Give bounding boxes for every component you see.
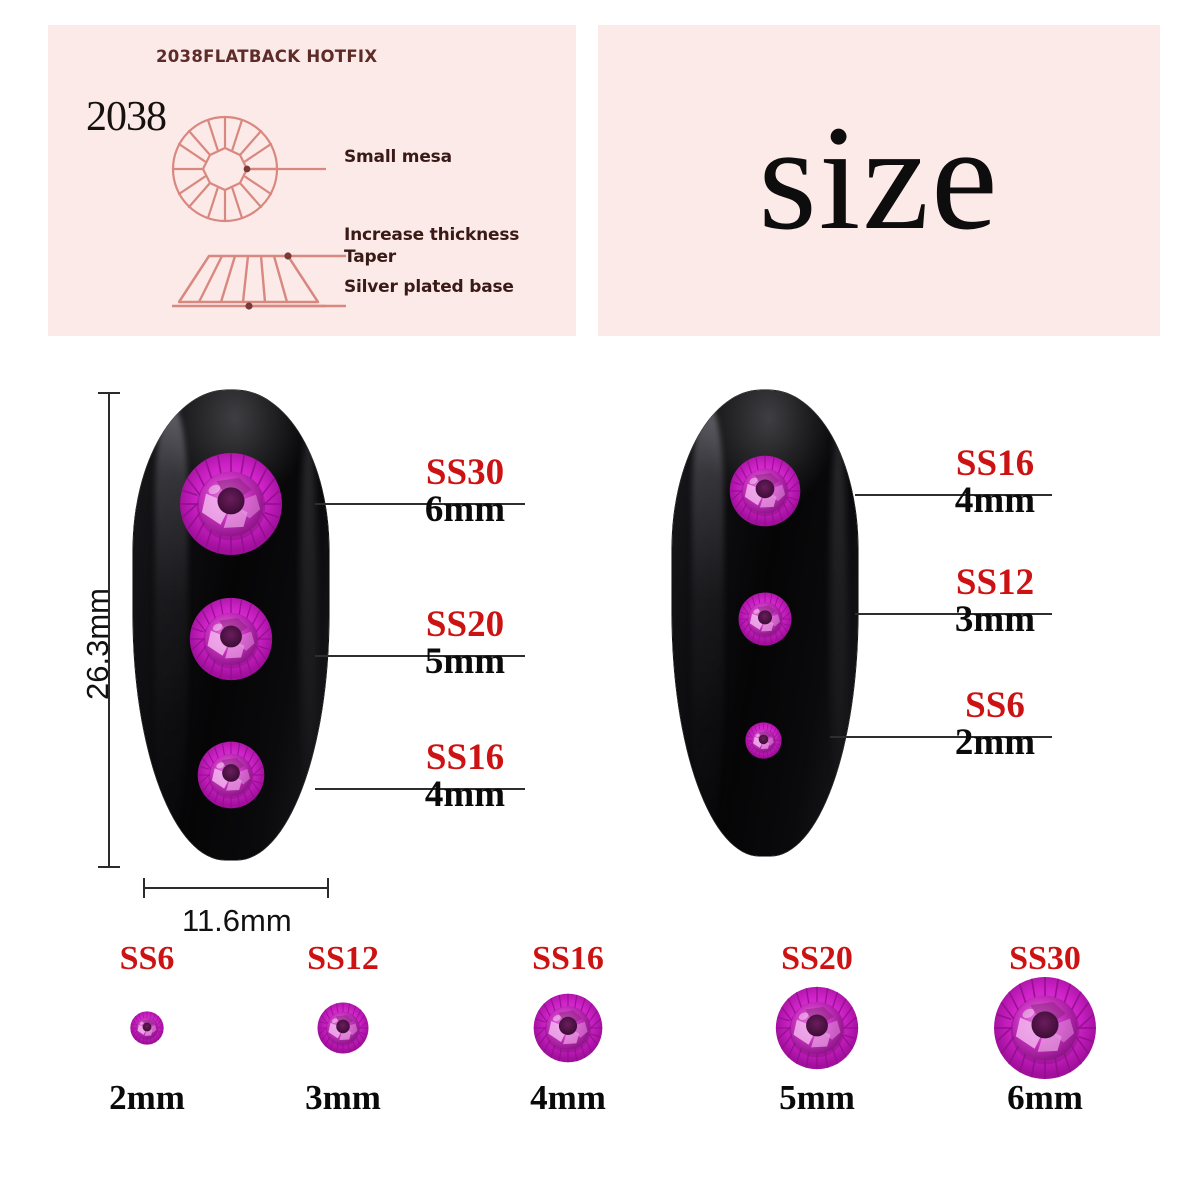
label-ss20-mm: 5mm xyxy=(424,641,506,683)
rhinestone-ss30-on-nail xyxy=(179,452,283,556)
rhinestone-ss20-icon xyxy=(775,986,859,1070)
panel-title: 2038FLATBACK HOTFIX xyxy=(156,47,378,66)
leader-line-ss12 xyxy=(855,613,1052,615)
size-swatch-ss12-mm: 3mm xyxy=(305,1078,381,1117)
rhinestone-ss12-icon xyxy=(317,1002,369,1054)
rhinestone-ss30-icon xyxy=(993,976,1097,1080)
annotation-silver-plated-base: Silver plated base xyxy=(344,277,514,297)
size-swatch-ss6-code: SS6 xyxy=(119,940,175,977)
size-swatch-ss30-code: SS30 xyxy=(1009,940,1081,977)
label-ss20: SS20 5mm xyxy=(400,604,530,683)
size-swatch-ss20-code: SS20 xyxy=(781,940,853,977)
product-diagram-panel: 2038FLATBACK HOTFIX 2038 xyxy=(48,25,576,336)
dim-height-line xyxy=(108,392,110,868)
label-ss12: SS12 3mm xyxy=(930,562,1060,641)
rhinestone-side-view-icon xyxy=(172,252,346,310)
label-ss16-right: SS16 4mm xyxy=(930,443,1060,522)
leader-line-ss6 xyxy=(830,736,1052,738)
annotation-small-mesa: Small mesa xyxy=(344,147,452,167)
leader-line-ss20 xyxy=(315,655,525,657)
size-swatch-ss12: SS12 3mm xyxy=(248,940,438,1117)
size-swatch-ss6-mm: 2mm xyxy=(109,1078,185,1117)
rhinestone-ss20-on-nail xyxy=(189,597,273,681)
label-ss16-right-mm: 4mm xyxy=(954,480,1036,522)
annotation-increase-thickness: Increase thickness xyxy=(344,225,520,245)
size-swatch-ss12-gem-wrap xyxy=(248,976,438,1080)
rhinestone-ss16-on-nail-right xyxy=(729,455,801,527)
dim-width-line xyxy=(143,887,329,889)
rhinestone-ss12-on-nail-right xyxy=(738,592,792,646)
size-swatch-ss20-gem-wrap xyxy=(722,976,912,1080)
size-swatch-ss16: SS16 4mm xyxy=(473,940,663,1117)
size-swatch-ss6-gem-wrap xyxy=(52,976,242,1080)
label-ss16-left: SS16 4mm xyxy=(400,737,530,816)
label-ss16-left-code: SS16 xyxy=(425,737,505,778)
size-swatch-ss30-gem-wrap xyxy=(950,976,1140,1080)
label-ss12-code: SS12 xyxy=(955,562,1035,603)
label-ss30-code: SS30 xyxy=(425,452,505,493)
size-swatch-ss20-mm: 5mm xyxy=(779,1078,855,1117)
rhinestone-ss6-icon xyxy=(130,1011,164,1045)
rhinestone-ss16-icon xyxy=(533,993,603,1063)
rhinestone-top-view-icon xyxy=(171,115,326,223)
label-ss30: SS30 6mm xyxy=(400,452,530,531)
leader-line-ss16-left xyxy=(315,788,525,790)
size-swatch-ss16-gem-wrap xyxy=(473,976,663,1080)
dim-width-label: 11.6mm xyxy=(182,903,292,938)
label-ss16-right-code: SS16 xyxy=(955,443,1035,484)
product-code: 2038 xyxy=(86,94,167,140)
leader-line-ss16-right xyxy=(855,494,1052,496)
size-swatch-ss12-code: SS12 xyxy=(307,940,379,977)
label-ss20-code: SS20 xyxy=(425,604,505,645)
label-ss12-mm: 3mm xyxy=(954,599,1036,641)
annotation-taper: Taper xyxy=(344,247,396,267)
size-swatch-ss20: SS20 5mm xyxy=(722,942,912,1115)
size-heading-panel: size xyxy=(598,25,1160,336)
label-ss6: SS6 2mm xyxy=(930,685,1060,764)
size-heading: size xyxy=(758,94,1000,261)
label-ss6-mm: 2mm xyxy=(954,722,1036,764)
dim-width-cap-right xyxy=(327,878,329,898)
rhinestone-ss6-on-nail-right xyxy=(745,722,782,759)
leader-line-ss30 xyxy=(315,503,525,505)
label-ss6-code: SS6 xyxy=(965,685,1025,726)
size-swatch-ss16-code: SS16 xyxy=(532,940,604,977)
size-swatch-ss30-mm: 6mm xyxy=(1007,1078,1083,1117)
size-swatch-ss30: SS30 6mm xyxy=(950,942,1140,1115)
size-swatch-ss16-mm: 4mm xyxy=(530,1078,606,1117)
dim-height-label: 26.3mm xyxy=(80,588,115,700)
size-swatch-ss6: SS6 2mm xyxy=(52,940,242,1117)
rhinestone-ss16-on-nail xyxy=(197,741,265,809)
dim-height-cap-bottom xyxy=(98,866,120,868)
label-ss16-left-mm: 4mm xyxy=(424,774,506,816)
label-ss30-mm: 6mm xyxy=(424,489,506,531)
